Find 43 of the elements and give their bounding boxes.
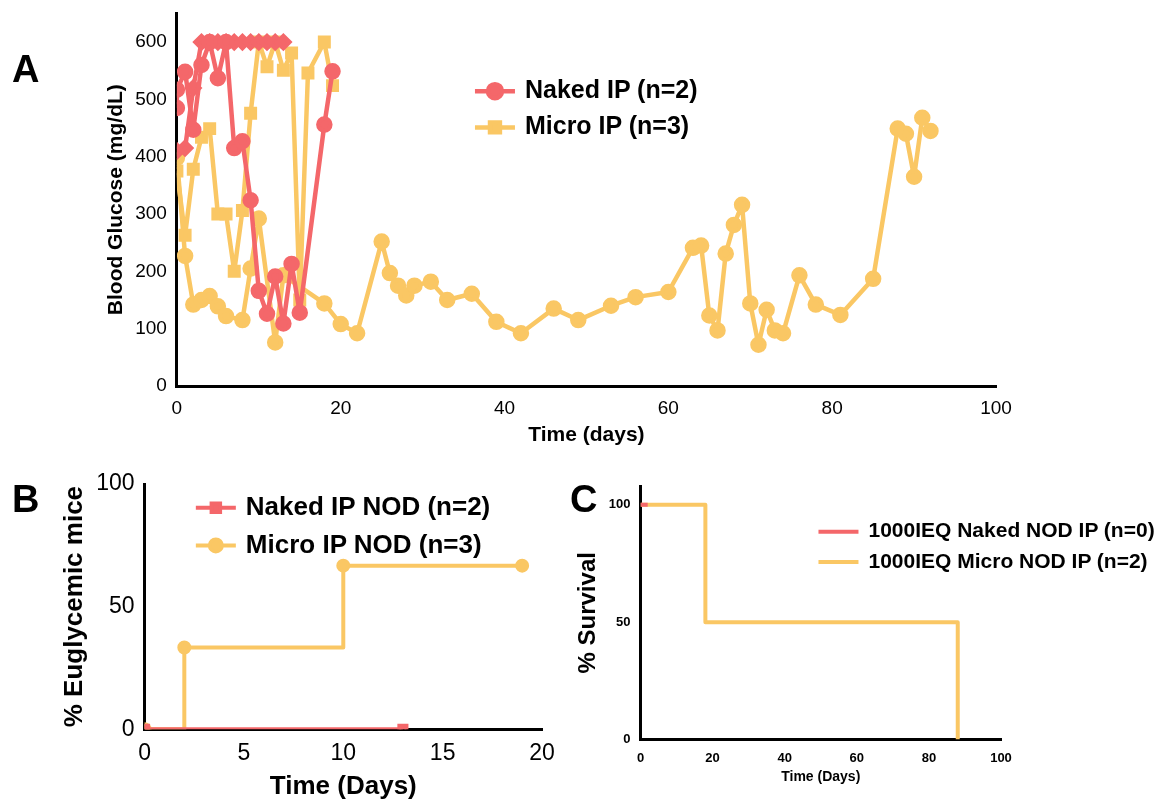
x-axis-title: Time (Days)	[269, 769, 417, 800]
x-tick-label: 5	[237, 739, 251, 766]
text: A	[12, 48, 40, 91]
chart-title: B	[12, 478, 40, 521]
y-tick-label: 100	[96, 469, 135, 496]
y-axis-title: % Euglycemic mice	[57, 485, 88, 728]
y-tick-label: 100	[135, 316, 167, 338]
chart-title: C	[570, 478, 598, 521]
y-tick-label: 200	[135, 259, 167, 281]
x-tick-label: 80	[921, 749, 937, 765]
x-tick-label: 40	[777, 749, 792, 765]
y-tick-label: 0	[121, 714, 135, 741]
x-axis-title: Time (days)	[528, 422, 645, 446]
x-tick-label: 60	[657, 396, 679, 418]
x-tick-label: 20	[705, 749, 720, 765]
x-tick-label: 100	[990, 749, 1012, 765]
legend-label: 1000IEQ Naked NOD IP (n=0)	[868, 518, 1155, 542]
x-tick-label: 60	[849, 749, 865, 765]
x-tick-label: 15	[429, 739, 456, 766]
x-tick-label: 0	[171, 396, 183, 418]
y-tick-label: 50	[108, 591, 135, 618]
legend-label: 1000IEQ Micro NOD IP (n=2)	[868, 548, 1148, 572]
y-axis-title: % Survival	[573, 552, 601, 674]
x-axis-title: Time (Days)	[781, 768, 861, 785]
legend-label: Micro IP (n=3)	[524, 111, 690, 140]
y-tick-label: 500	[135, 87, 167, 109]
legend-label: Naked IP (n=2)	[524, 75, 698, 104]
x-tick-label: 0	[636, 749, 645, 765]
x-tick-label: 20	[529, 739, 555, 766]
y-tick-label: 400	[135, 144, 167, 166]
y-tick-label: 600	[135, 30, 167, 52]
y-axis-title: Blood Glucose (mg/dL)	[103, 84, 127, 316]
y-tick-label: 100	[608, 496, 631, 512]
legend-label: Micro IP NOD (n=3)	[245, 528, 482, 559]
y-tick-label: 50	[616, 613, 631, 629]
x-tick-label: 10	[330, 739, 357, 766]
x-tick-label: 100	[980, 396, 1012, 418]
x-tick-label: 80	[821, 396, 843, 418]
x-tick-label: 40	[493, 396, 516, 418]
y-tick-label: 0	[156, 374, 167, 396]
legend-label: Naked IP NOD (n=2)	[245, 490, 491, 521]
x-tick-label: 20	[330, 396, 352, 418]
y-tick-label: 300	[135, 202, 167, 224]
